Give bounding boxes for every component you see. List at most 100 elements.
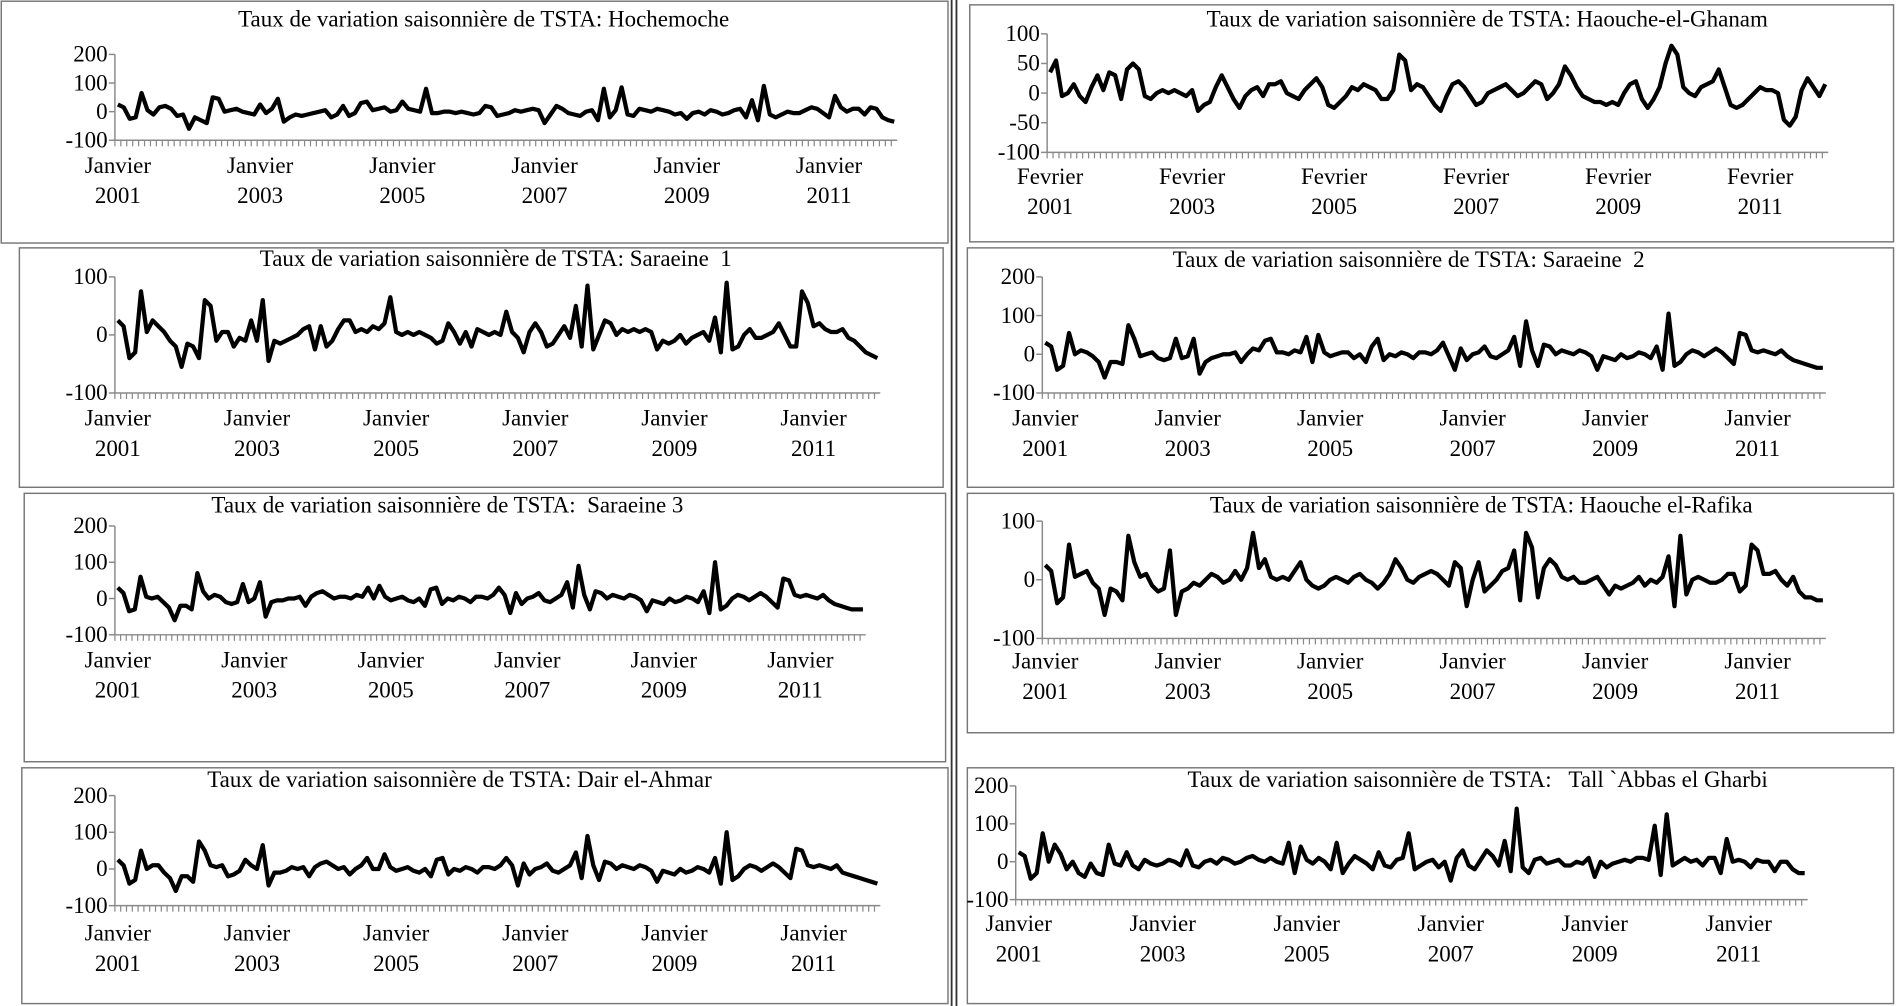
line-series (116, 280, 879, 369)
x-tick-label: Janvier 2011 (1706, 911, 1773, 966)
x-tick-label: Janvier 2007 (1439, 406, 1506, 461)
line-series (116, 560, 863, 623)
y-tick-label: -100 (66, 622, 108, 647)
line-series (116, 830, 879, 894)
panel-frame (0, 0, 949, 244)
y-tick-label: -50 (1009, 110, 1040, 135)
x-tick-label: Janvier 2001 (1012, 649, 1079, 704)
y-tick-label: 200 (1001, 264, 1035, 289)
x-tick-label: Janvier 2011 (780, 406, 847, 461)
x-tick-label: Janvier 2001 (85, 406, 152, 461)
y-tick-label: -100 (966, 887, 1008, 912)
y-tick-label: 100 (73, 264, 107, 289)
x-tick-label: Janvier 2007 (511, 153, 578, 208)
x-tick-label: Janvier 2011 (1724, 406, 1791, 461)
x-tick-label: Janvier 2009 (1562, 911, 1629, 966)
x-tick-label: Janvier 2009 (641, 921, 708, 976)
panel-frame (966, 767, 1895, 1005)
x-tick-label: Fevrier 2003 (1159, 164, 1226, 219)
panel-frame (969, 4, 1895, 243)
chart-title: Taux de variation saisonnière de TSTA: S… (1173, 247, 1645, 272)
y-tick-label: 0 (1024, 567, 1035, 592)
line-series (1044, 311, 1823, 380)
x-tick-label: Janvier 2009 (654, 153, 721, 208)
x-tick-label: Janvier 2011 (767, 647, 834, 702)
y-tick-label: 100 (73, 550, 107, 575)
line-series (1048, 43, 1828, 128)
line-series (1043, 530, 1823, 618)
y-tick-label: -100 (66, 128, 108, 153)
y-tick-label: 0 (96, 586, 107, 611)
y-tick-label: 200 (73, 513, 107, 538)
y-tick-label: 100 (1001, 303, 1035, 328)
y-tick-label: 100 (73, 820, 107, 845)
y-tick-label: 100 (73, 70, 107, 95)
panel-frame (23, 492, 947, 763)
y-tick-label: 200 (73, 783, 107, 808)
x-tick-label: Janvier 2003 (224, 921, 291, 976)
x-tick-label: Fevrier 2001 (1017, 164, 1084, 219)
x-tick-label: Janvier 2005 (363, 921, 430, 976)
y-tick-label: -100 (66, 893, 108, 918)
x-tick-label: Fevrier 2011 (1727, 164, 1794, 219)
x-tick-label: Janvier 2005 (363, 406, 430, 461)
y-tick-label: 0 (96, 856, 107, 881)
x-tick-label: Janvier 2003 (1130, 911, 1197, 966)
x-tick-label: Janvier 2007 (494, 647, 561, 702)
y-tick-label: 0 (96, 99, 107, 124)
x-tick-label: Janvier 2009 (631, 647, 698, 702)
chart-title: Taux de variation saisonnière de TSTA: H… (238, 7, 729, 32)
x-tick-label: Janvier 2001 (986, 911, 1053, 966)
y-tick-label: 50 (1017, 51, 1040, 76)
panel-frame (18, 247, 944, 489)
x-tick-label: Janvier 2003 (221, 647, 288, 702)
panel-frame (966, 492, 1895, 734)
x-tick-label: Janvier 2001 (85, 647, 152, 702)
x-tick-label: Janvier 2005 (1274, 911, 1341, 966)
x-tick-label: Janvier 2003 (1155, 649, 1222, 704)
x-tick-label: Janvier 2009 (1582, 406, 1649, 461)
x-tick-label: Janvier 2005 (369, 153, 436, 208)
y-tick-label: 0 (997, 849, 1008, 874)
y-tick-label: 0 (96, 322, 107, 347)
y-tick-label: 100 (1001, 508, 1035, 533)
y-tick-label: 200 (974, 773, 1008, 798)
y-tick-label: 200 (73, 42, 107, 67)
x-tick-label: Fevrier 2007 (1443, 164, 1510, 219)
x-tick-label: Janvier 2005 (358, 647, 425, 702)
y-tick-label: 0 (1028, 80, 1039, 105)
x-tick-label: Janvier 2007 (1439, 649, 1506, 704)
chart-title: Taux de variation saisonnière de TSTA: D… (207, 767, 712, 792)
panel-frame (21, 767, 949, 1005)
x-tick-label: Janvier 2003 (224, 406, 291, 461)
y-tick-label: -100 (998, 140, 1040, 165)
x-tick-label: Janvier 2007 (502, 921, 569, 976)
x-tick-label: Fevrier 2005 (1301, 164, 1368, 219)
x-tick-label: Janvier 2007 (1418, 911, 1485, 966)
y-tick-label: 100 (1005, 21, 1039, 46)
y-tick-label: -100 (66, 380, 108, 405)
x-tick-label: Janvier 2011 (780, 921, 847, 976)
x-tick-label: Janvier 2005 (1297, 406, 1364, 461)
y-tick-label: -100 (993, 380, 1035, 405)
chart-title: Taux de variation saisonnière de TSTA: S… (211, 493, 683, 518)
y-tick-label: 0 (1024, 342, 1035, 367)
x-tick-label: Janvier 2007 (502, 406, 569, 461)
line-series (1017, 806, 1805, 883)
y-tick-label: 100 (974, 811, 1008, 836)
line-series (116, 83, 895, 131)
x-tick-label: Janvier 2011 (796, 153, 863, 208)
x-tick-label: Janvier 2005 (1297, 649, 1364, 704)
x-tick-label: Janvier 2001 (1012, 406, 1079, 461)
x-tick-label: Janvier 2009 (641, 406, 708, 461)
y-tick-label: -100 (993, 626, 1035, 651)
chart-title: Taux de variation saisonnière de TSTA: T… (1187, 767, 1767, 792)
chart-title: Taux de variation saisonnière de TSTA: S… (260, 246, 732, 271)
x-tick-label: Janvier 2001 (85, 153, 152, 208)
chart-title: Taux de variation saisonnière de TSTA: H… (1210, 493, 1753, 518)
x-tick-label: Janvier 2009 (1582, 649, 1649, 704)
x-tick-label: Janvier 2003 (1155, 406, 1222, 461)
chart-title: Taux de variation saisonnière de TSTA: H… (1207, 7, 1768, 32)
